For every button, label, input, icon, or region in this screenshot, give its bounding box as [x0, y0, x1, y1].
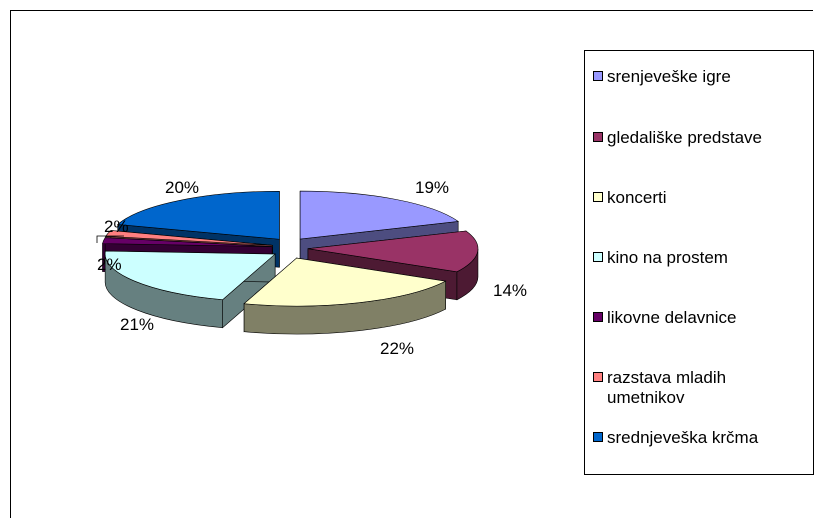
legend: srenjeveške igre gledališke predstave ko…: [584, 50, 814, 475]
legend-label: razstava mladih umetnikov: [607, 368, 727, 407]
legend-swatch: [593, 252, 603, 262]
data-label: 20%: [165, 178, 199, 197]
legend-swatch: [593, 192, 603, 202]
data-label: 2%: [97, 255, 122, 274]
legend-swatch: [593, 132, 603, 142]
pie-slice: [104, 250, 276, 329]
legend-swatch: [593, 312, 603, 322]
data-label: 14%: [493, 281, 527, 300]
legend-swatch: [593, 432, 603, 442]
legend-label: koncerti: [607, 188, 667, 207]
legend-label: srenjeveške igre: [607, 67, 731, 86]
data-label: 19%: [415, 178, 449, 197]
data-label: 22%: [380, 339, 414, 358]
data-label: 21%: [120, 315, 154, 334]
legend-swatch: [593, 71, 603, 81]
pie-slice: [243, 257, 447, 335]
legend-label: likovne delavnice: [607, 308, 737, 327]
data-label: 2%: [104, 217, 129, 236]
legend-label: kino na prostem: [607, 248, 728, 267]
legend-label: srednjeveška krčma: [607, 428, 759, 447]
leader-line: [96, 235, 124, 243]
legend-swatch: [593, 372, 603, 382]
legend-label: gledališke predstave: [607, 128, 762, 147]
